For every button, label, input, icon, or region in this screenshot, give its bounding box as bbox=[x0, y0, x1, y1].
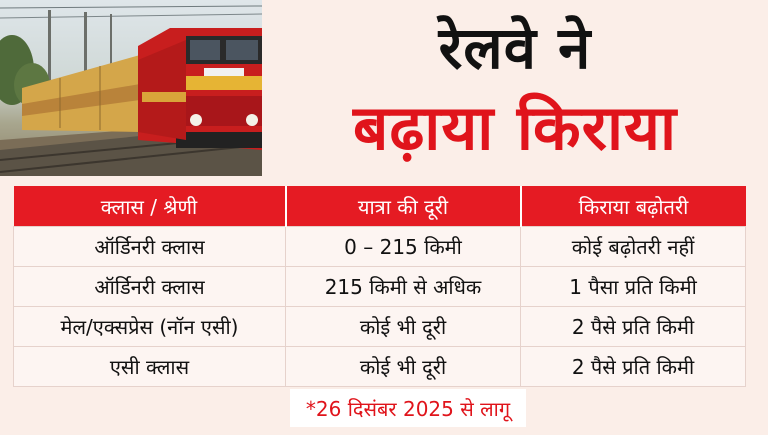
train-photo bbox=[0, 0, 262, 176]
cell-fare-hike: 1 पैसा प्रति किमी bbox=[520, 266, 746, 307]
table-row: ऑर्डिनरी क्लास 215 किमी से अधिक 1 पैसा प… bbox=[13, 266, 746, 307]
cell-fare-hike: 2 पैसे प्रति किमी bbox=[520, 346, 746, 387]
effective-date-note: *26 दिसंबर 2025 से लागू bbox=[290, 389, 526, 427]
column-header-class: क्लास / श्रेणी bbox=[13, 186, 287, 227]
cell-class: एसी क्लास bbox=[13, 346, 286, 387]
column-header-distance: यात्रा की दूरी bbox=[285, 186, 522, 227]
train-illustration bbox=[0, 5, 262, 176]
cell-distance: कोई भी दूरी bbox=[285, 346, 521, 387]
cell-class: ऑर्डिनरी क्लास bbox=[13, 266, 286, 307]
table-header-row: क्लास / श्रेणी यात्रा की दूरी किराया बढ़… bbox=[13, 186, 746, 227]
fare-table: क्लास / श्रेणी यात्रा की दूरी किराया बढ़… bbox=[13, 186, 746, 387]
table-row: ऑर्डिनरी क्लास 0 – 215 किमी कोई बढ़ोतरी … bbox=[13, 226, 746, 267]
cell-distance: कोई भी दूरी bbox=[285, 306, 521, 347]
cell-class: मेल/एक्सप्रेस (नॉन एसी) bbox=[13, 306, 286, 347]
cell-fare-hike: कोई बढ़ोतरी नहीं bbox=[520, 226, 746, 267]
headline-line-2: बढ़ाया किराया bbox=[352, 91, 678, 164]
cell-distance: 0 – 215 किमी bbox=[285, 226, 521, 267]
headline-line-1: रेलवे ने bbox=[438, 14, 592, 82]
cell-class: ऑर्डिनरी क्लास bbox=[13, 226, 286, 267]
cell-distance: 215 किमी से अधिक bbox=[285, 266, 521, 307]
table-row: एसी क्लास कोई भी दूरी 2 पैसे प्रति किमी bbox=[13, 346, 746, 387]
cell-fare-hike: 2 पैसे प्रति किमी bbox=[520, 306, 746, 347]
table-row: मेल/एक्सप्रेस (नॉन एसी) कोई भी दूरी 2 पै… bbox=[13, 306, 746, 347]
headline: रेलवे ने बढ़ाया किराया bbox=[262, 0, 768, 176]
column-header-fare-hike: किराया बढ़ोतरी bbox=[520, 186, 746, 227]
